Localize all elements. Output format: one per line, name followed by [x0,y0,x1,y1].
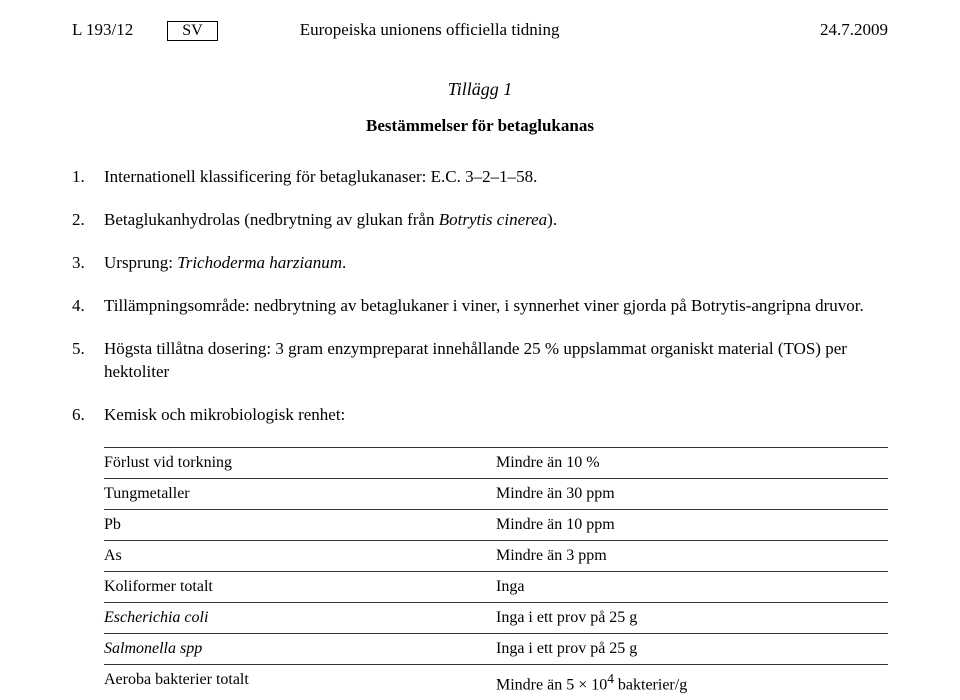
table-label: Salmonella spp [104,633,496,664]
list-item-number: 5. [72,338,104,384]
list-item-text: Kemisk och mikrobiologisk renhet: [104,404,888,427]
table-row: PbMindre än 10 ppm [104,509,888,540]
section-subtitle: Bestämmelser för betaglukanas [72,116,888,136]
list-item-text: Betaglukanhydrolas (nedbrytning av gluka… [104,209,888,232]
list-item-number: 2. [72,209,104,232]
table-value: Mindre än 3 ppm [496,540,888,571]
table-value: Mindre än 10 % [496,447,888,478]
table-row: Förlust vid torkningMindre än 10 % [104,447,888,478]
appendix-title: Tillägg 1 [72,79,888,100]
language-box: SV [167,21,217,41]
italic-term: Trichoderma harzianum [177,253,342,272]
table-row: Escherichia coliInga i ett prov på 25 g [104,602,888,633]
table-row: Koliformer totaltInga [104,571,888,602]
list-item: 2.Betaglukanhydrolas (nedbrytning av glu… [72,209,888,232]
table-label: Aeroba bakterier totalt [104,664,496,700]
table-label: Escherichia coli [104,602,496,633]
table-value: Inga [496,571,888,602]
list-item-number: 6. [72,404,104,427]
page-reference: L 193/12 [72,20,133,40]
list-item: 5.Högsta tillåtna dosering: 3 gram enzym… [72,338,888,384]
list-item: 1.Internationell klassificering för beta… [72,166,888,189]
table-value: Mindre än 30 ppm [496,478,888,509]
journal-title: Europeiska unionens officiella tidning [300,20,820,40]
table-value: Mindre än 10 ppm [496,509,888,540]
purity-table: Förlust vid torkningMindre än 10 %Tungme… [104,447,888,700]
list-item-number: 4. [72,295,104,318]
table-label: Förlust vid torkning [104,447,496,478]
list-item-text: Högsta tillåtna dosering: 3 gram enzympr… [104,338,888,384]
table-row: TungmetallerMindre än 30 ppm [104,478,888,509]
table-value: Inga i ett prov på 25 g [496,602,888,633]
list-item-text: Internationell klassificering för betagl… [104,166,888,189]
list-item: 3.Ursprung: Trichoderma harzianum. [72,252,888,275]
italic-term: Botrytis cinerea [439,210,547,229]
table-value: Mindre än 5 × 104 bakterier/g [496,664,888,700]
table-row: Salmonella sppInga i ett prov på 25 g [104,633,888,664]
issue-date: 24.7.2009 [820,20,888,40]
table-row: Aeroba bakterier totaltMindre än 5 × 104… [104,664,888,700]
purity-table-wrap: Förlust vid torkningMindre än 10 %Tungme… [104,447,888,700]
table-label: Tungmetaller [104,478,496,509]
list-item-text: Ursprung: Trichoderma harzianum. [104,252,888,275]
list-item-number: 1. [72,166,104,189]
table-value: Inga i ett prov på 25 g [496,633,888,664]
list-item-number: 3. [72,252,104,275]
list-item-text: Tillämpningsområde: nedbrytning av betag… [104,295,888,318]
list-item: 4.Tillämpningsområde: nedbrytning av bet… [72,295,888,318]
list-item: 6.Kemisk och mikrobiologisk renhet: [72,404,888,427]
table-label: Pb [104,509,496,540]
table-label: Koliformer totalt [104,571,496,602]
table-row: AsMindre än 3 ppm [104,540,888,571]
table-label: As [104,540,496,571]
regulation-list: 1.Internationell klassificering för beta… [72,166,888,427]
page-header: L 193/12 SV Europeiska unionens officiel… [72,20,888,41]
